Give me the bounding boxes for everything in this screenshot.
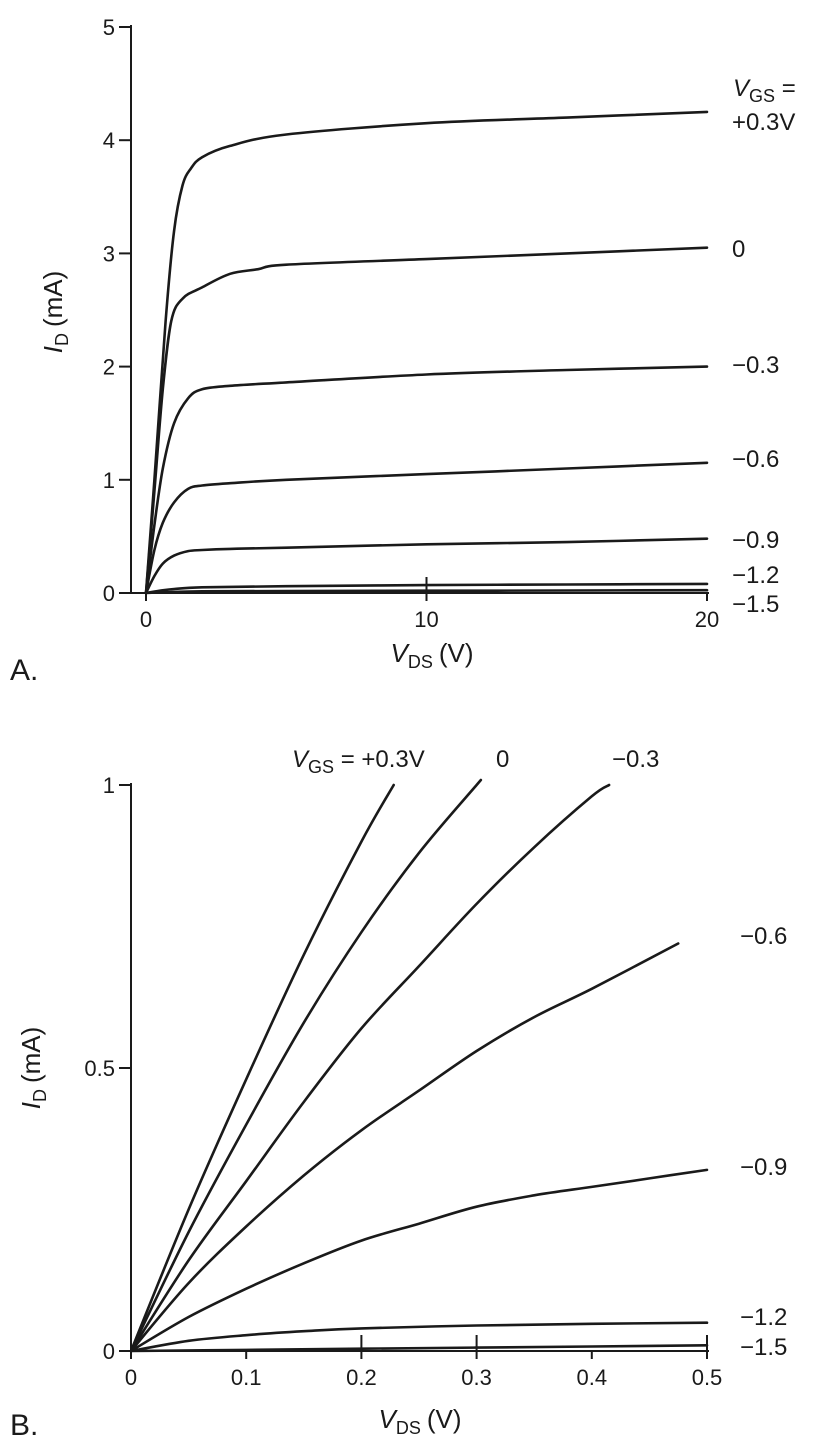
series-label-plus-0-3v: +0.3V (361, 746, 424, 773)
x-tick-label: 10 (414, 607, 438, 632)
y-tick-label: 0 (103, 581, 115, 606)
series-line-b-minus-0-9 (129, 1168, 709, 1353)
series-label-minus-0-9: −0.9 (740, 1154, 787, 1181)
x-tick-label: 0.3 (461, 1365, 492, 1390)
panel-label-b: B. (10, 1409, 38, 1442)
y-tick-label: 0 (103, 1339, 115, 1364)
series-label-0: 0 (496, 746, 509, 773)
x-tick-label: 0.1 (231, 1365, 262, 1390)
series-line-b-plus-0-3v (129, 783, 395, 1353)
series-line-a-minus-1-5 (144, 588, 709, 595)
series-line-b-minus-0-3 (129, 783, 611, 1353)
y-tick-label: 0.5 (84, 1056, 115, 1081)
series-line-a-minus-0-3 (144, 365, 709, 595)
series-label-minus-0-6: −0.6 (740, 923, 787, 950)
series-label-minus-1-5: −1.5 (740, 1334, 787, 1361)
series-line-b-minus-1-2 (129, 1321, 709, 1353)
y-axis-title-b: ID(mA) (16, 1027, 50, 1110)
y-tick-label: 4 (103, 128, 115, 153)
x-tick-label: 0.2 (346, 1365, 377, 1390)
series-line-a-0 (144, 246, 709, 595)
series-label-0: 0 (732, 236, 745, 263)
series-line-b-minus-0-6 (129, 942, 680, 1353)
chart-b: B. VDS (V) ID(mA) 0 0.5 1 0 0.1 0.2 0.3 0.4 0.5 VG… (10, 746, 787, 1442)
series-label-minus-0-3: −0.3 (732, 352, 779, 379)
y-tick-label: 3 (103, 241, 115, 266)
y-tick-label: 5 (103, 15, 115, 40)
y-tick-label: 1 (103, 468, 115, 493)
x-tick-label: 20 (695, 607, 719, 632)
chart-a: A. VDS (V) ID(mA) VGS = 0 1 2 3 4 5 0 10 20 +0.3V 0… (10, 15, 796, 687)
legend-title-b: VGS = +0.3V (292, 746, 425, 777)
x-tick-label: 0 (125, 1365, 137, 1390)
series-label-minus-1-2: −1.2 (740, 1304, 787, 1331)
series-label-plus-0-3v: +0.3V (732, 109, 795, 136)
series-label-minus-1-2: −1.2 (732, 562, 779, 589)
series-label-minus-0-9: −0.9 (732, 527, 779, 554)
series-label-minus-0-6: −0.6 (732, 446, 779, 473)
series-label-minus-1-5: −1.5 (732, 591, 779, 618)
panel-label-a: A. (10, 654, 38, 687)
x-tick-label: 0.4 (577, 1365, 608, 1390)
x-axis-title-a: VDS (V) (390, 638, 473, 672)
series-line-a-minus-1-2 (144, 582, 709, 595)
x-tick-label: 0 (140, 607, 152, 632)
y-axis-title-a: ID(mA) (38, 271, 72, 354)
y-tick-label: 1 (103, 773, 115, 798)
series-line-a-minus-0-9 (144, 537, 709, 595)
legend-title-a: VGS = (733, 75, 796, 106)
series-label-minus-0-3: −0.3 (612, 746, 659, 773)
series-line-a-minus-0-6 (144, 461, 709, 595)
x-tick-label: 0.5 (692, 1365, 723, 1390)
series-line-b-0 (129, 778, 483, 1353)
series-line-b-minus-1-5 (129, 1344, 709, 1353)
x-axis-title-b: VDS (V) (378, 1404, 461, 1438)
series-line-a-plus-0-3v (144, 110, 709, 595)
y-tick-label: 2 (103, 355, 115, 380)
